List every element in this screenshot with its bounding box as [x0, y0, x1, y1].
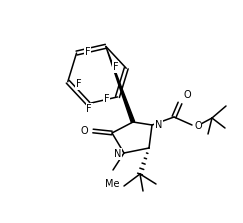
Polygon shape	[106, 46, 135, 123]
Text: F: F	[104, 94, 109, 104]
Text: F: F	[113, 62, 118, 72]
Text: O: O	[80, 126, 88, 136]
Text: F: F	[87, 104, 92, 114]
Text: O: O	[183, 90, 191, 100]
Text: F: F	[85, 47, 90, 57]
Text: F: F	[76, 79, 81, 89]
Text: N: N	[114, 149, 121, 159]
Text: N: N	[155, 120, 162, 130]
Text: O: O	[194, 121, 202, 131]
Text: Me: Me	[105, 179, 119, 189]
